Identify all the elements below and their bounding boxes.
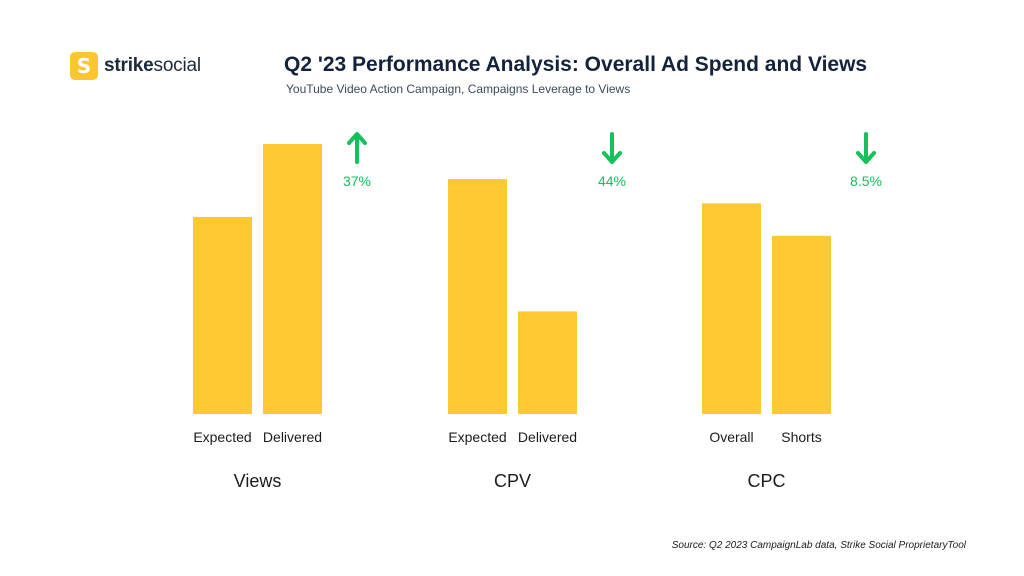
logo-wordmark: strikesocial xyxy=(104,55,201,77)
brand-logo: S strikesocial xyxy=(70,51,201,81)
category-label: Overall xyxy=(709,429,753,445)
bar-cpv-expected xyxy=(448,179,507,414)
logo-mark-icon: S xyxy=(70,52,98,80)
category-label: Expected xyxy=(193,429,251,445)
chart-title: Q2 '23 Performance Analysis: Overall Ad … xyxy=(284,53,868,76)
group-label: CPC xyxy=(747,471,785,491)
chart-subtitle: YouTube Video Action Campaign, Campaigns… xyxy=(286,82,631,96)
bar-cpc-shorts xyxy=(772,235,831,414)
category-label: Expected xyxy=(448,429,506,445)
category-label: Shorts xyxy=(781,429,821,445)
source-note: Source: Q2 2023 CampaignLab data, Strike… xyxy=(671,540,966,551)
change-label: 44% xyxy=(598,173,626,189)
arrow-down-icon xyxy=(602,132,622,164)
category-label: Delivered xyxy=(263,429,322,445)
bar-views-expected xyxy=(193,216,252,414)
category-label: Delivered xyxy=(518,429,577,445)
group-label: Views xyxy=(234,471,282,491)
change-label: 8.5% xyxy=(850,173,882,189)
bar-views-delivered xyxy=(263,144,322,414)
arrow-down-icon xyxy=(856,132,876,164)
logo-word-light: social xyxy=(153,55,202,76)
group-label: CPV xyxy=(494,471,531,491)
bar-cpv-delivered xyxy=(518,311,577,414)
change-label: 37% xyxy=(343,173,371,189)
bar-cpc-overall xyxy=(702,203,761,414)
arrow-up-icon xyxy=(347,132,367,164)
logo-word-strong: strike xyxy=(104,55,154,76)
